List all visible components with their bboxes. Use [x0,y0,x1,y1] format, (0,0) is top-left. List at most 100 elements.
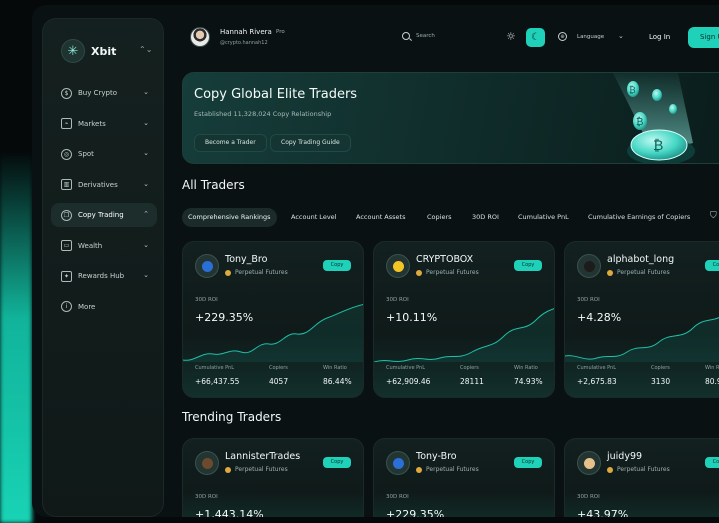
globe-icon[interactable]: ⊕ [558,32,567,41]
markets-chart-icon: ⌁ [61,118,72,129]
sparkline-line [565,316,719,360]
trader-card[interactable]: alphabot_long Perpetual Futures Copy 30D RO… [564,241,719,398]
copiers-label: Copiers [269,365,288,371]
win-ratio-value: 74.93% [514,377,543,386]
trader-tag-label: Perpetual Futures [617,269,670,276]
tab-cumulative-earnings[interactable]: Cumulative Earnings of Copiers [588,213,691,221]
wallet-icon: ▭ [61,240,72,251]
trader-tag-label: Perpetual Futures [617,466,670,473]
tab-copiers[interactable]: Copiers [427,213,452,221]
trader-card[interactable]: Tony_Bro Perpetual Futures Copy 30D ROI +229… [182,241,364,398]
trader-avatar [577,254,601,278]
sidebar-item-label: Markets [78,119,106,128]
sparkline-area [565,317,719,362]
tab-account-level[interactable]: Account Level [291,213,337,221]
dollar-coin-icon: $ [61,87,72,99]
sidebar-item-copy-trading[interactable]: ❐ Copy Trading ⌃ [51,203,157,227]
trader-name: Tony_Bro [225,254,268,265]
sparkline-line [374,308,554,362]
filter-icon[interactable]: ⛉ [710,211,717,221]
trader-avatar [577,451,601,475]
chevron-down-icon: ⌄ [143,118,149,127]
cumulative-pnl-value: +62,909.46 [386,377,431,386]
xbit-logo-icon: ✳ [61,39,85,63]
language-selector[interactable]: Language [577,34,605,40]
tab-30d-roi[interactable]: 30D ROI [472,213,499,221]
search-icon [402,32,410,40]
become-trader-button[interactable]: Become a Trader [194,134,267,152]
sidebar-item-buy-crypto[interactable]: $ Buy Crypto ⌄ [51,81,157,105]
banner-subtitle: Established 11,328,024 Copy Relationship [194,110,332,118]
futures-coin-icon [607,466,613,473]
tab-cumulative-pnl[interactable]: Cumulative PnL [518,213,569,221]
trader-card[interactable]: Tony-Bro Perpetual Futures Copy 30D ROI +229… [373,438,555,517]
sidebar-item-derivatives[interactable]: ▥ Derivatives ⌄ [51,173,157,197]
roi-label: 30D ROI [386,297,409,303]
sidebar-nav: $ Buy Crypto ⌄ ⌁ Markets ⌄ ◎ Spot ⌄ ▥ Derivatives ⌄… [51,81,157,325]
trader-tag-label: Perpetual Futures [235,466,288,473]
roi-label: 30D ROI [386,494,409,500]
trader-card[interactable]: CRYPTOBOX Perpetual Futures Copy 30D ROI +10… [373,241,555,398]
roi-value: +10.11% [386,311,438,324]
trader-avatar [386,451,410,475]
win-ratio-label: Win Ratio [705,365,719,371]
search-label: Search [416,33,435,39]
sparkline-line [183,303,363,361]
trader-avatar [195,254,219,278]
roi-label: 30D ROI [195,297,218,303]
copy-button[interactable]: Copy [323,457,351,468]
brand-name: Xbit [91,44,117,58]
sidebar-item-label: More [78,302,96,311]
app-frame: ✳ Xbit ⌃⌄ $ Buy Crypto ⌄ ⌁ Markets ⌄ ◎ Spot ⌄ ▥ De… [32,5,719,517]
trader-name: LannisterTrades [225,451,301,462]
tab-account-assets[interactable]: Account Assets [356,213,406,221]
brand[interactable]: ✳ Xbit [61,39,116,63]
svg-text:₿: ₿ [653,138,663,154]
trader-tag: Perpetual Futures [607,269,670,276]
futures-coin-icon [607,269,613,276]
trader-card[interactable]: juidy99 Perpetual Futures Copy 30D ROI +43.9… [564,438,719,517]
user-badge: Pro [276,29,285,35]
sidebar-item-label: Derivatives [78,180,118,189]
trader-tag-label: Perpetual Futures [426,269,479,276]
user-avatar[interactable] [190,27,210,47]
copy-button[interactable]: Copy [705,457,719,468]
search-box[interactable]: Search [402,32,435,40]
copy-button[interactable]: Copy [514,260,542,271]
futures-coin-icon [416,466,422,473]
futures-coin-icon [416,269,422,276]
signup-button[interactable]: Sign Up [688,27,719,48]
roi-value: +1,443.14% [195,508,264,517]
dark-mode-moon-button[interactable]: ☾ [526,28,545,47]
sidebar-collapse-icon[interactable]: ⌃⌄ [139,45,153,54]
sidebar: ✳ Xbit ⌃⌄ $ Buy Crypto ⌄ ⌁ Markets ⌄ ◎ Spot ⌄ ▥ De… [42,18,164,517]
light-mode-sun-icon[interactable]: ☼ [506,30,516,43]
banner-title: Copy Global Elite Traders [194,87,358,102]
spot-target-icon: ◎ [61,148,72,160]
copy-trading-guide-button[interactable]: Copy Trading Guide [270,134,351,152]
chevron-down-icon: ⌄ [143,240,149,249]
copy-button[interactable]: Copy [323,260,351,271]
all-traders-title: All Traders [182,178,245,192]
win-ratio-value: 80.9 [705,377,719,386]
roi-label: 30D ROI [195,494,218,500]
trader-card[interactable]: LannisterTrades Perpetual Futures Copy 30D … [182,438,364,517]
chevron-down-icon: ⌄ [143,271,149,279]
login-link[interactable]: Log In [649,33,671,41]
avatar-image [392,260,404,272]
sidebar-item-rewards-hub[interactable]: ✦ Rewards Hub ⌄ [51,264,157,288]
copiers-label: Copiers [460,365,479,371]
sidebar-item-spot[interactable]: ◎ Spot ⌄ [51,142,157,166]
roi-value: +4.28% [577,311,622,324]
sidebar-item-more[interactable]: i More [51,295,157,319]
tab-comprehensive-rankings[interactable]: Comprehensive Rankings [182,208,277,227]
sidebar-item-wealth[interactable]: ▭ Wealth ⌄ [51,234,157,258]
copy-button[interactable]: Copy [514,457,542,468]
chevron-down-icon[interactable]: ⌄ [618,32,624,40]
cumulative-pnl-value: +2,675.83 [577,377,617,386]
cumulative-pnl-label: Cumulative PnL [195,365,235,371]
trader-name: CRYPTOBOX [416,254,474,265]
sidebar-item-markets[interactable]: ⌁ Markets ⌄ [51,112,157,136]
copy-button[interactable]: Copy [705,260,719,271]
roi-sparkline [565,316,719,362]
